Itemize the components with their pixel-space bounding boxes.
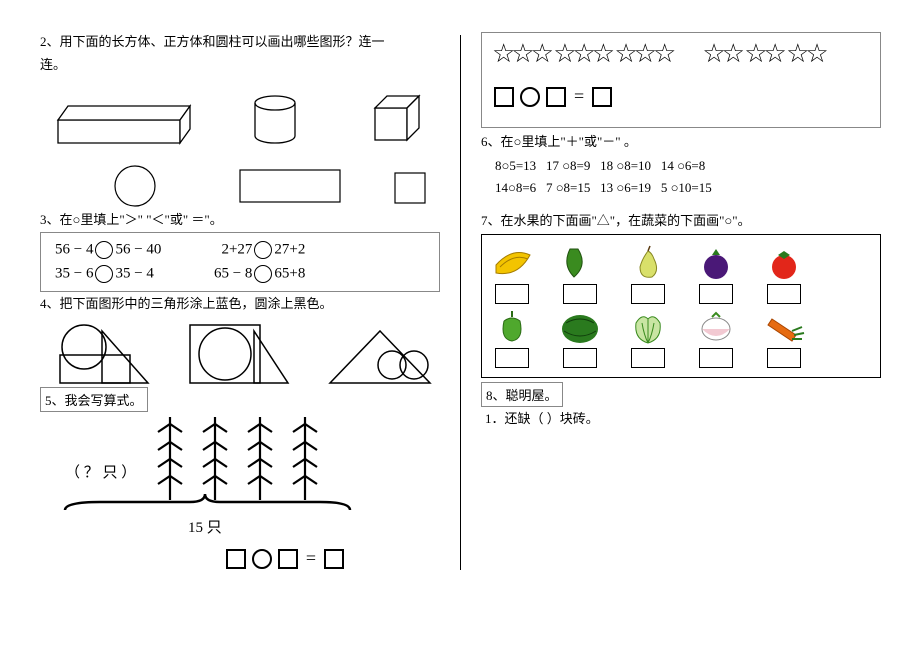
compare-circle[interactable]: [95, 241, 113, 259]
answer-box[interactable]: [631, 284, 665, 304]
turnip-item: [691, 308, 741, 368]
carrot-item: [759, 308, 809, 368]
q5-unknown-label: （ ？ 只 ）: [65, 464, 136, 481]
op-circle[interactable]: [520, 87, 540, 107]
blank-box[interactable]: [494, 87, 514, 107]
star-row: ☆☆☆: [553, 43, 611, 65]
watermelon-item: [555, 308, 605, 368]
answer-box[interactable]: [767, 284, 801, 304]
star-row: ☆☆☆: [492, 43, 550, 65]
cabbage-item: [623, 308, 673, 368]
blank-box[interactable]: [592, 87, 612, 107]
q7-prompt: 7、在水果的下面画"△"，在蔬菜的下面画"○"。: [481, 211, 881, 232]
star-row: ☆☆☆: [614, 43, 672, 65]
q3-r2-right: 65 − 865+8: [214, 265, 305, 283]
q6-prompt: 6、在○里填上"＋"或"－" 。: [481, 132, 881, 153]
blank-box[interactable]: [278, 549, 298, 569]
blank-box[interactable]: [226, 549, 246, 569]
answer-box[interactable]: [631, 348, 665, 368]
star-row: ☆☆: [786, 43, 825, 65]
answer-box[interactable]: [767, 348, 801, 368]
q3-r1-left: 56 − 456 − 40: [55, 241, 161, 259]
tomato-item: [759, 244, 809, 304]
q8-sub: 1．还缺（ ）块砖。: [481, 409, 881, 430]
compare-circle[interactable]: [95, 265, 113, 283]
answer-box[interactable]: [563, 348, 597, 368]
answer-box[interactable]: [699, 348, 733, 368]
q6-body: 8○5=13 17 ○8=9 18 ○8=10 14 ○6=8 14○8=6 7…: [481, 155, 881, 199]
answer-box[interactable]: [563, 284, 597, 304]
q5-total-label: 15 只: [188, 520, 222, 536]
q3-box: 56 − 456 − 40 2+2727+2 35 − 635 − 4 65 −…: [40, 232, 440, 292]
answer-box[interactable]: [495, 284, 529, 304]
q2-figure: [40, 78, 440, 208]
op-circle[interactable]: [252, 549, 272, 569]
q4-figure: [40, 317, 440, 387]
cucumber-item: [555, 244, 605, 304]
q5-equation: =: [130, 548, 440, 569]
q5-prompt: 5、我会写算式。: [40, 387, 440, 412]
q3-r1-right: 2+2727+2: [221, 241, 305, 259]
eggplant-item: [691, 244, 741, 304]
q4-prompt: 4、把下面图形中的三角形涂上蓝色，圆涂上黑色。: [40, 294, 440, 315]
compare-circle[interactable]: [254, 265, 272, 283]
answer-box[interactable]: [699, 284, 733, 304]
q5-figure: （ ？ 只 ） 15 只 =: [40, 412, 440, 569]
stars-figure: ☆☆☆ ☆☆☆ ☆☆☆ ☆☆ ☆☆ ☆☆ =: [481, 32, 881, 128]
left-column: 2、用下面的长方体、正方体和圆柱可以画出哪些图形？连一 连。: [0, 20, 460, 585]
compare-circle[interactable]: [254, 241, 272, 259]
star-row: ☆☆: [702, 43, 741, 65]
answer-box[interactable]: [495, 348, 529, 368]
q3-prompt: 3、在○里填上"＞" "＜"或" ＝"。: [40, 210, 440, 231]
q2-prompt-line1: 2、用下面的长方体、正方体和圆柱可以画出哪些图形？连一: [40, 32, 440, 53]
banana-item: [487, 244, 537, 304]
q2-prompt-line2: 连。: [40, 55, 440, 76]
q8-prompt: 8、聪明屋。: [481, 382, 881, 407]
pepper-item: [487, 308, 537, 368]
blank-box[interactable]: [324, 549, 344, 569]
blank-box[interactable]: [546, 87, 566, 107]
q7-figure: [481, 234, 881, 378]
q3-r2-left: 35 − 635 − 4: [55, 265, 154, 283]
pear-item: [623, 244, 673, 304]
stars-equation: =: [492, 86, 870, 107]
right-column: ☆☆☆ ☆☆☆ ☆☆☆ ☆☆ ☆☆ ☆☆ = 6、在○里填上"＋"或"－" 。: [461, 20, 891, 585]
star-row: ☆☆: [744, 43, 783, 65]
